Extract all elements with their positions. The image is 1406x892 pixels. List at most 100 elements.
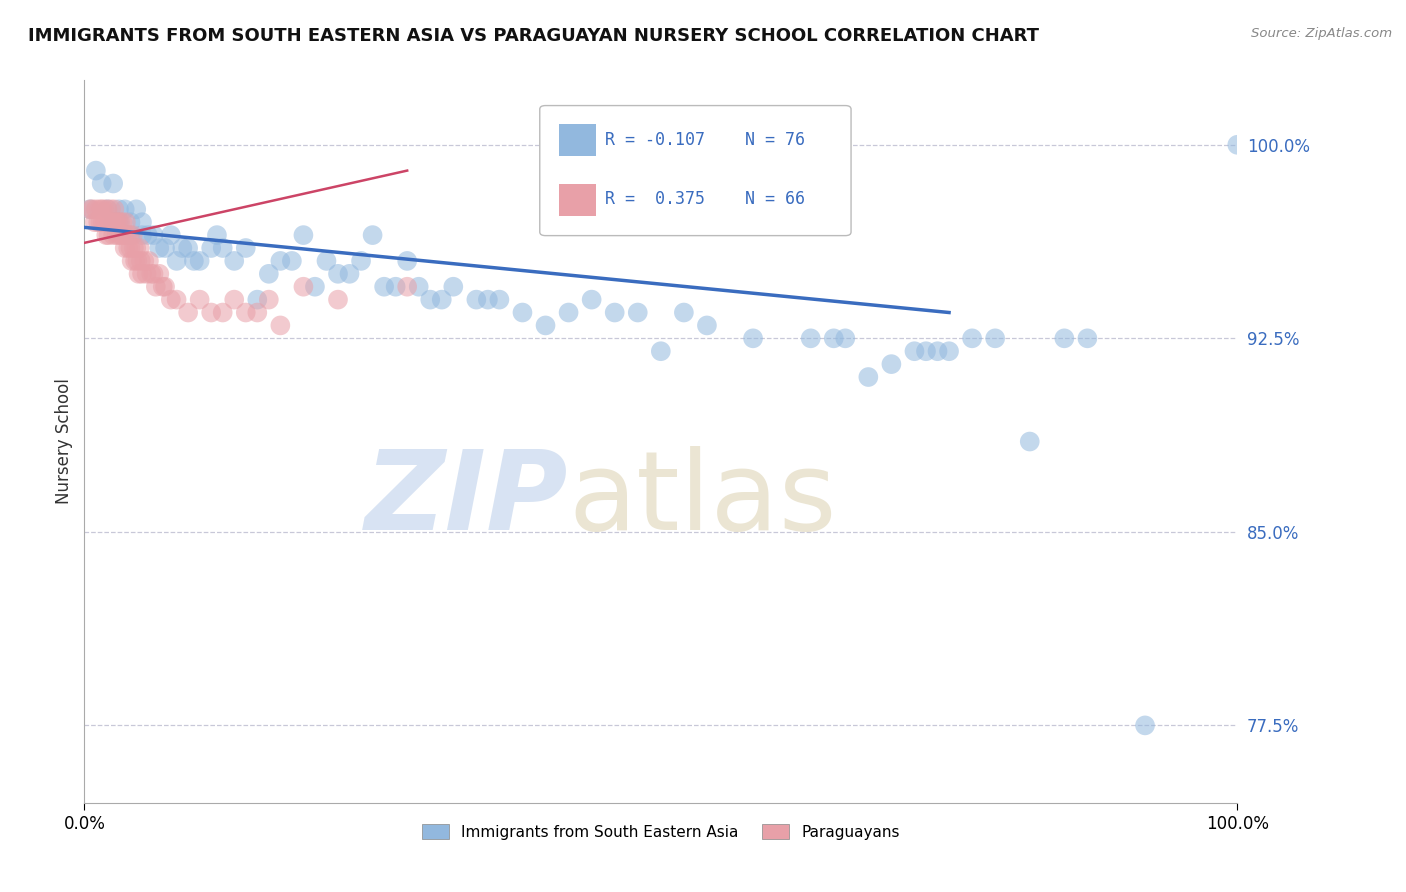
Point (200, 305, 222, 319)
Point (1076, 331, 1098, 345)
Point (477, 293, 499, 307)
Point (96, 202, 118, 217)
Point (534, 318, 557, 333)
Point (696, 318, 718, 333)
Point (984, 331, 1007, 345)
Point (488, 293, 510, 307)
Point (115, 228, 138, 243)
Point (120, 228, 142, 243)
Point (384, 279, 406, 293)
Point (125, 241, 148, 255)
Point (136, 228, 159, 243)
Point (350, 254, 373, 268)
Point (117, 241, 139, 255)
Point (148, 267, 170, 281)
Point (120, 241, 142, 255)
Point (257, 293, 280, 307)
Point (858, 370, 880, 384)
Point (108, 228, 131, 243)
Point (235, 305, 257, 319)
Point (823, 331, 845, 345)
Point (177, 305, 200, 319)
Point (224, 293, 246, 307)
Point (84, 163, 107, 178)
Point (79, 202, 101, 217)
Text: Source: ZipAtlas.com: Source: ZipAtlas.com (1251, 27, 1392, 40)
Point (800, 331, 823, 345)
Point (211, 241, 233, 255)
Point (90, 177, 112, 191)
Point (148, 241, 170, 255)
Point (82, 202, 104, 217)
Point (166, 254, 188, 268)
Point (603, 305, 626, 319)
Point (361, 228, 384, 243)
Point (160, 293, 183, 307)
Point (326, 267, 349, 281)
Point (326, 293, 349, 307)
Point (97, 228, 120, 243)
Point (153, 279, 176, 293)
Point (160, 228, 183, 243)
Point (465, 293, 488, 307)
Point (142, 228, 165, 243)
Point (650, 344, 672, 359)
Point (90, 202, 112, 217)
Point (115, 215, 138, 229)
Point (419, 293, 441, 307)
Point (110, 228, 132, 243)
Point (121, 254, 143, 268)
Point (79, 202, 101, 217)
Point (211, 305, 233, 319)
Point (581, 293, 603, 307)
Point (135, 267, 157, 281)
Point (145, 279, 167, 293)
Y-axis label: Nursery School: Nursery School (55, 378, 73, 505)
Point (129, 254, 152, 268)
Point (408, 279, 430, 293)
Point (834, 331, 856, 345)
Point (188, 254, 211, 268)
Point (100, 202, 122, 217)
Point (87, 215, 110, 229)
Point (103, 202, 125, 217)
Point (107, 215, 129, 229)
Point (315, 254, 337, 268)
Point (172, 241, 194, 255)
Point (915, 344, 938, 359)
Point (672, 305, 695, 319)
Point (84, 202, 107, 217)
Point (339, 267, 361, 281)
FancyBboxPatch shape (540, 105, 851, 235)
Point (205, 228, 228, 243)
Point (141, 267, 163, 281)
Point (224, 254, 246, 268)
Point (188, 293, 211, 307)
Point (134, 254, 156, 268)
Point (105, 228, 128, 243)
Point (177, 241, 200, 255)
Point (512, 305, 534, 319)
Text: IMMIGRANTS FROM SOUTH EASTERN ASIA VS PARAGUAYAN NURSERY SCHOOL CORRELATION CHAR: IMMIGRANTS FROM SOUTH EASTERN ASIA VS PA… (28, 27, 1039, 45)
Point (166, 293, 188, 307)
Point (269, 318, 291, 333)
Point (104, 215, 127, 229)
Point (246, 305, 269, 319)
Point (281, 254, 304, 268)
Point (138, 254, 160, 268)
Point (373, 279, 395, 293)
Bar (560, 124, 596, 156)
Point (103, 177, 124, 191)
Point (96, 228, 118, 243)
Point (112, 228, 135, 243)
Point (125, 202, 148, 217)
Bar (560, 184, 596, 216)
Point (292, 279, 315, 293)
Point (114, 202, 136, 217)
Point (131, 228, 153, 243)
Point (108, 202, 131, 217)
Point (235, 241, 257, 255)
Point (89, 202, 111, 217)
Point (142, 267, 165, 281)
Point (396, 279, 419, 293)
